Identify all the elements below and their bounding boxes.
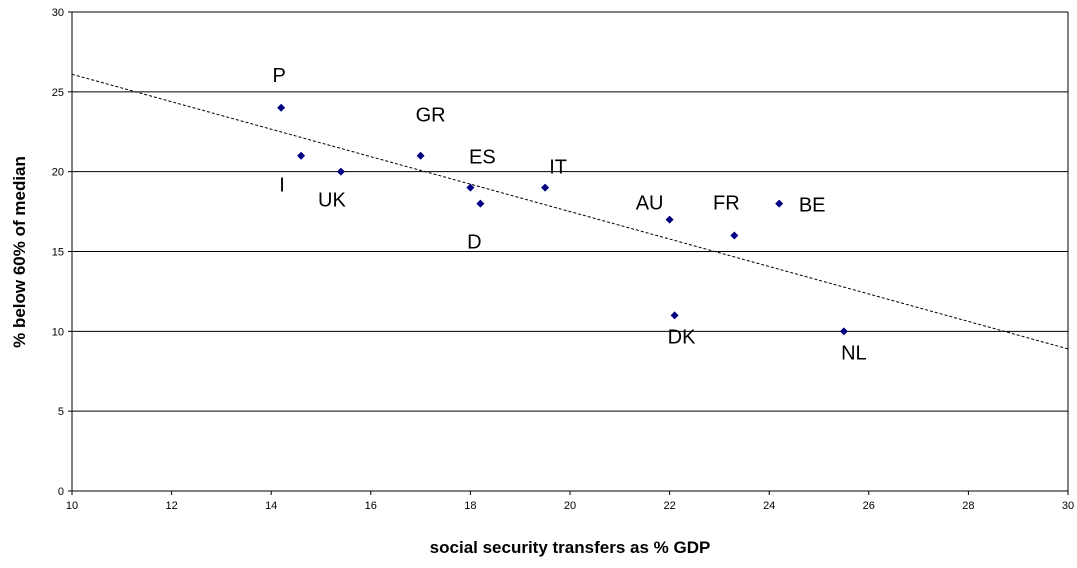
point-label-es: ES	[469, 147, 496, 169]
point-label-fr: FR	[713, 193, 740, 215]
point-label-au: AU	[636, 193, 664, 215]
tick-labels: 0 5 10 15 20 25 30 10 12 14 16 18 20 22 24 26 28 30	[52, 7, 1074, 512]
point-label-nl: NL	[841, 342, 867, 364]
x-axis-title: social security transfers as % GDP	[430, 538, 711, 557]
data-points	[277, 103, 848, 336]
y-tick-label: 5	[58, 406, 64, 418]
point-label-it: IT	[549, 157, 567, 179]
y-tick-label: 0	[58, 486, 64, 498]
data-point-d	[476, 199, 485, 208]
data-point-fr	[730, 231, 739, 240]
x-tick-label: 18	[464, 500, 476, 512]
data-point-it	[541, 183, 550, 192]
data-point-i	[297, 151, 306, 160]
point-label-be: BE	[799, 195, 826, 217]
y-tick-label: 15	[52, 247, 64, 259]
data-point-p	[277, 103, 286, 112]
data-point-dk	[670, 311, 679, 320]
data-point-uk	[336, 167, 345, 176]
point-label-gr: GR	[416, 105, 446, 127]
point-label-p: P	[272, 65, 285, 87]
x-tick-label: 24	[763, 500, 775, 512]
x-tick-label: 26	[863, 500, 875, 512]
x-tick-label: 30	[1062, 500, 1074, 512]
data-point-nl	[839, 327, 848, 336]
y-tick-label: 25	[52, 87, 64, 99]
x-tick-label: 16	[365, 500, 377, 512]
y-tick-label: 20	[52, 167, 64, 179]
point-labels: P I UK GR ES D IT AU DK FR BE NL	[272, 65, 866, 365]
y-tick-label: 10	[52, 326, 64, 338]
x-tick-label: 22	[663, 500, 675, 512]
trendline	[71, 73, 1069, 350]
x-tick-label: 28	[962, 500, 974, 512]
point-label-dk: DK	[668, 326, 696, 348]
data-point-es	[466, 183, 475, 192]
point-label-i: I	[279, 175, 285, 197]
y-tick-label: 30	[52, 7, 64, 19]
x-tick-label: 12	[165, 500, 177, 512]
point-label-d: D	[467, 232, 481, 254]
trendline-layer	[71, 73, 1069, 350]
x-tick-label: 10	[66, 500, 78, 512]
x-tick-label: 14	[265, 500, 277, 512]
x-tick-label: 20	[564, 500, 576, 512]
data-point-au	[665, 215, 674, 224]
gridlines	[72, 11, 1068, 412]
point-label-uk: UK	[318, 190, 346, 212]
y-axis-title: % below 60% of median	[10, 156, 29, 348]
data-point-be	[775, 199, 784, 208]
data-point-gr	[416, 151, 425, 160]
